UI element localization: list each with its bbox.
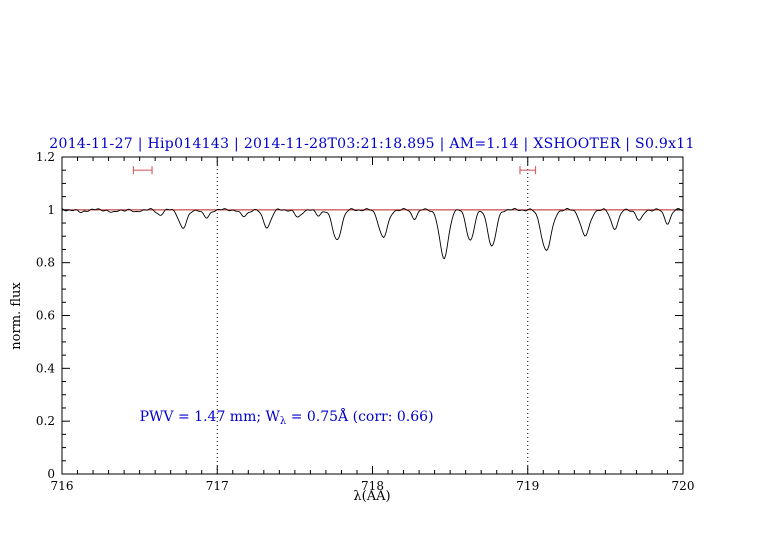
x-tick-label: 717 — [206, 479, 229, 493]
y-tick-label: 1.2 — [36, 150, 55, 164]
x-tick-label: 718 — [361, 479, 384, 493]
x-tick-label: 719 — [516, 479, 539, 493]
pwv-annotation-subscript: λ — [280, 416, 287, 427]
pwv-annotation-suffix: = 0.75Å (corr: 0.66) — [286, 407, 433, 425]
x-axis-label: λ(AA) — [353, 489, 390, 504]
x-tick-label: 720 — [672, 479, 695, 493]
y-tick-label: 0.8 — [36, 256, 55, 270]
pwv-annotation-prefix: PWV = 1.47 mm; W — [140, 409, 281, 425]
y-tick-label: 0.2 — [36, 414, 55, 428]
plot-area: 716 717 718 719 720 0 0.2 0.4 0.6 0.8 1 1.2 — [36, 150, 695, 493]
spectrum-line — [61, 208, 684, 260]
y-tick-label: 1 — [47, 203, 55, 217]
y-axis-label: norm. flux — [9, 282, 24, 350]
x-tick-label: 716 — [51, 479, 74, 493]
y-tick-label: 0.6 — [36, 309, 55, 323]
y-tick-label: 0 — [47, 467, 55, 481]
plot-frame — [61, 156, 684, 475]
pwv-annotation: PWV = 1.47 mm; Wλ = 0.75Å (corr: 0.66) — [140, 407, 434, 427]
y-tick-label: 0.4 — [36, 361, 55, 375]
chart-title: 2014-11-27 | Hip014143 | 2014-11-28T03:2… — [49, 136, 694, 152]
